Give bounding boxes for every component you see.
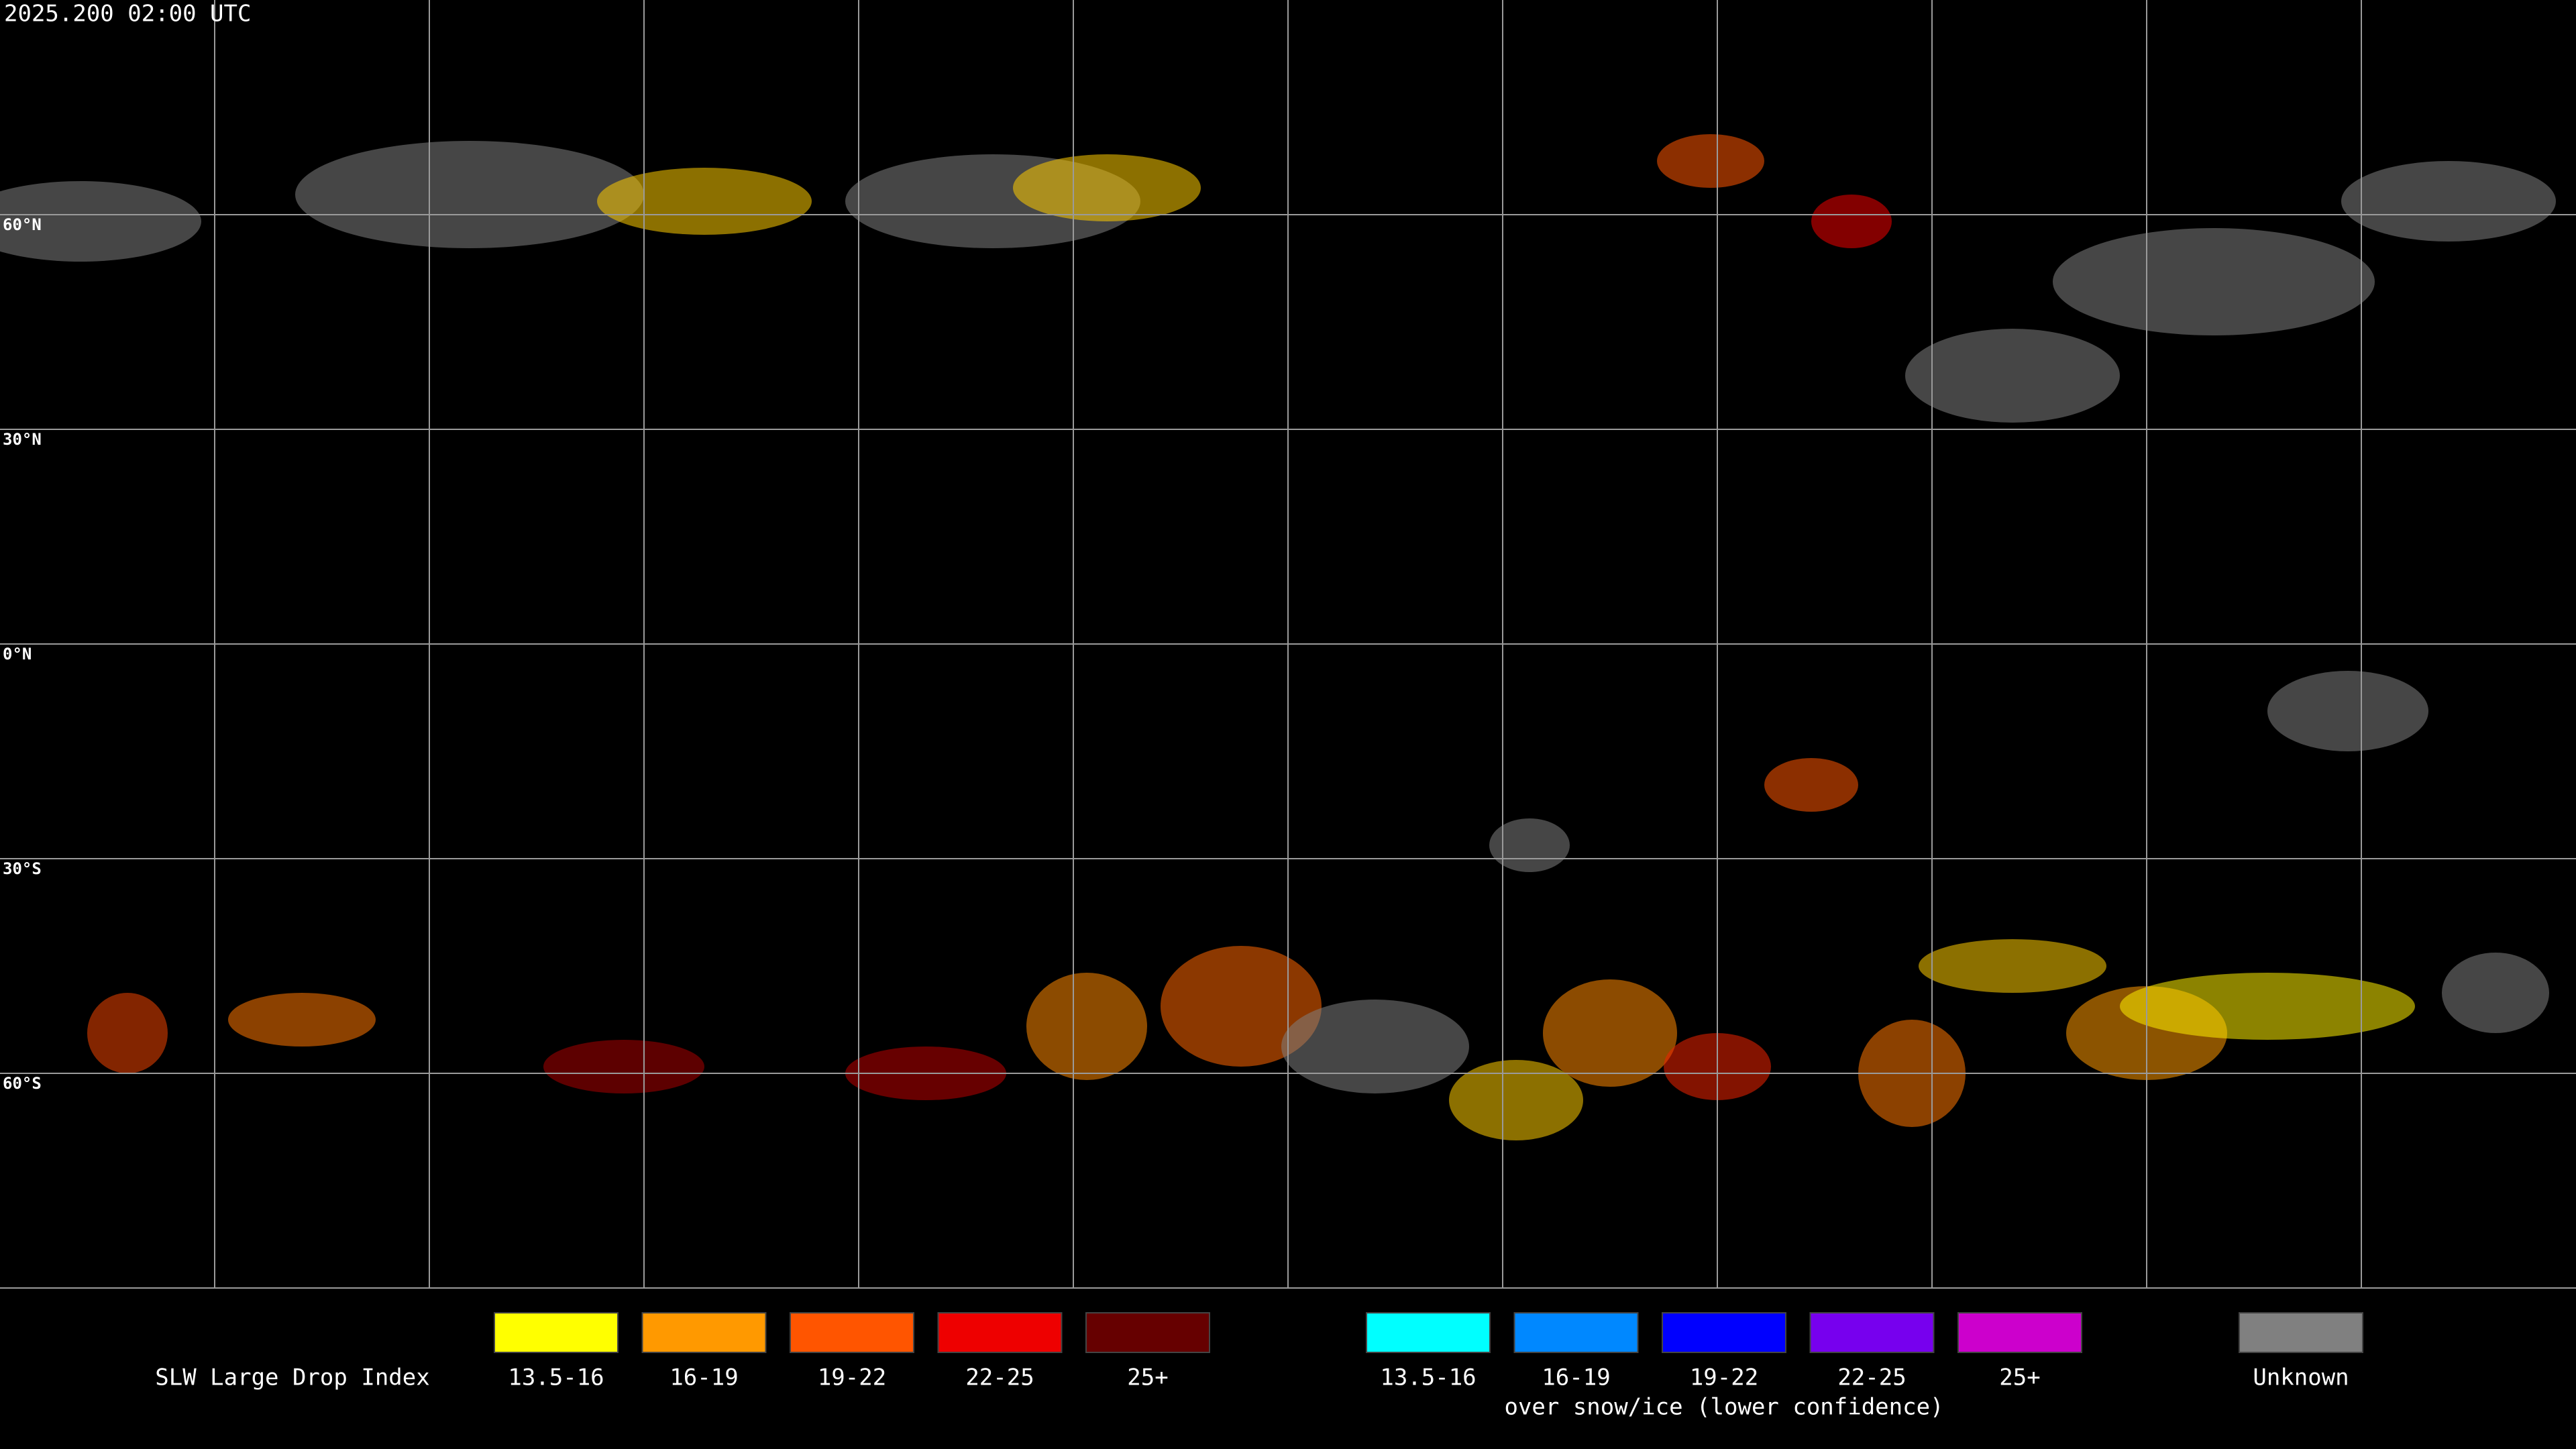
legend-label: 13.5-16 [508, 1364, 604, 1391]
cloud-patch [295, 141, 644, 248]
legend-label: 13.5-16 [1380, 1364, 1476, 1391]
cloud-patch [2267, 671, 2428, 751]
cloud-patch [2341, 161, 2556, 241]
cloud-patch [2053, 228, 2375, 335]
legend-label: 19-22 [1690, 1364, 1758, 1391]
legend-label: 22-25 [1837, 1364, 1906, 1391]
legend-swatch [494, 1312, 619, 1353]
cloud-patch [1161, 946, 1322, 1067]
legend-title: SLW Large Drop Index [155, 1364, 429, 1391]
legend-label: 25+ [1127, 1364, 1168, 1391]
cloud-field [0, 134, 2556, 1140]
legend-swatch [2239, 1312, 2363, 1353]
legend-swatch [641, 1312, 767, 1353]
cloud-patch [228, 993, 376, 1046]
cloud-patch [1489, 818, 1570, 872]
legend-swatch [1957, 1312, 2082, 1353]
cloud-patch [87, 993, 168, 1073]
timestamp: 2025.200 02:00 UTC [4, 1, 251, 28]
legend-swatch [1085, 1312, 1210, 1353]
legend-swatch [937, 1312, 1063, 1353]
cloud-patch [1281, 1000, 1469, 1093]
cloud-patch [1013, 154, 1201, 221]
legend-swatch [1662, 1312, 1786, 1353]
cloud-patch [0, 181, 201, 262]
legend-swatch [1513, 1312, 1639, 1353]
cloud-patch [1919, 939, 2106, 993]
latitude-label: 0°N [3, 645, 32, 663]
legend-swatch [1366, 1312, 1491, 1353]
legend-label: 19-22 [818, 1364, 886, 1391]
cloud-patch [1657, 134, 1764, 188]
graticule [0, 0, 2576, 1288]
cloud-patch [1764, 758, 1858, 812]
legend-label: 22-25 [965, 1364, 1034, 1391]
map-labels: 60°N 30°N 0°N 30°S 60°S [3, 215, 42, 1093]
latitude-label: 30°S [3, 859, 42, 878]
cloud-patch [1811, 195, 1892, 248]
latitude-label: 60°N [3, 215, 42, 234]
cloud-patch [2120, 973, 2415, 1040]
legend: SLW Large Drop Index 13.5-16 16-19 19-22 22-… [155, 1312, 2363, 1421]
legend-label: 25+ [1999, 1364, 2040, 1391]
latitude-label: 30°N [3, 430, 42, 449]
cloud-patch [597, 168, 812, 235]
cloud-patch [1449, 1060, 1583, 1140]
latitude-label: 60°S [3, 1074, 42, 1093]
cloud-patch [2442, 953, 2549, 1033]
cloud-patch [1905, 329, 2120, 423]
legend-label: 16-19 [669, 1364, 738, 1391]
legend-swatch [1809, 1312, 1935, 1353]
legend-swatch [790, 1312, 914, 1353]
legend-caption: over snow/ice (lower confidence) [1504, 1394, 1943, 1421]
legend-label: Unknown [2253, 1364, 2349, 1391]
legend-label: 16-19 [1542, 1364, 1610, 1391]
cloud-patch [1026, 973, 1147, 1080]
cloud-patch [543, 1040, 704, 1093]
cloud-patch [1543, 979, 1677, 1087]
